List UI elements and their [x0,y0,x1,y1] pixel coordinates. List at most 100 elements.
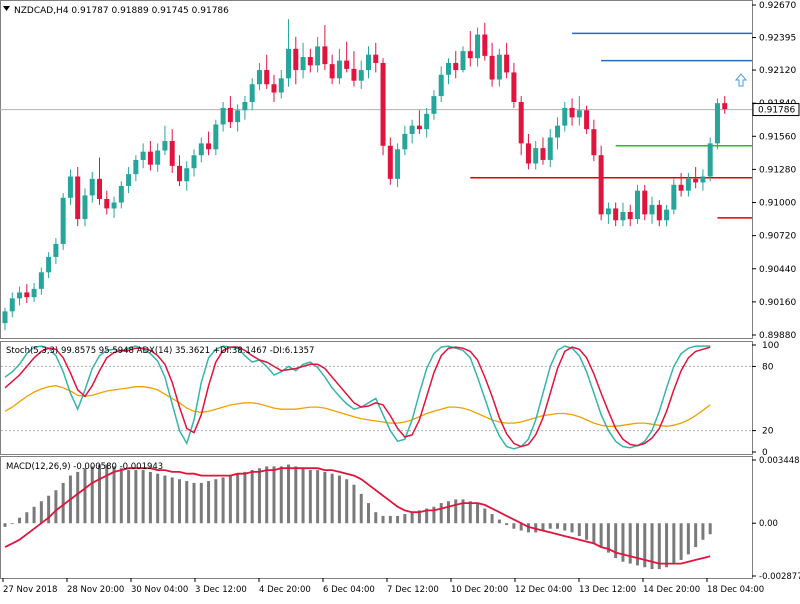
candle-64[interactable] [467,31,473,67]
candle-3[interactable] [24,284,30,304]
candle-99[interactable] [722,96,728,114]
candle-8[interactable] [60,193,66,250]
candle-62[interactable] [453,51,459,79]
candle-69[interactable] [504,42,510,79]
candle-81[interactable] [591,119,597,162]
candle-13[interactable] [97,157,103,205]
candle-77[interactable] [562,101,568,132]
candle-60[interactable] [438,66,444,102]
candle-10[interactable] [75,167,81,227]
candle-76[interactable] [555,117,561,150]
candle-36[interactable] [264,54,270,89]
collapse-triangle-icon[interactable] [3,6,10,11]
candle-66[interactable] [482,22,488,61]
candle-54[interactable] [395,143,401,188]
candle-0[interactable] [2,307,8,331]
macd-panel[interactable] [3,464,712,570]
candle-30[interactable] [220,101,226,132]
candle-19[interactable] [140,143,146,169]
candle-79[interactable] [576,96,582,126]
stoch-main-line[interactable] [4,345,711,450]
candle-34[interactable] [249,78,255,111]
candle-16[interactable] [118,181,124,209]
candle-42[interactable] [307,48,313,73]
candle-86[interactable] [627,204,633,227]
candle-17[interactable] [126,167,132,194]
stoch-panel[interactable] [1,345,752,450]
candle-27[interactable] [198,137,204,163]
candle-91[interactable] [664,204,670,227]
candle-45[interactable] [329,54,335,85]
candle-68[interactable] [496,48,502,87]
candle-2[interactable] [17,286,23,306]
candle-83[interactable] [605,202,611,224]
candle-44[interactable] [322,25,328,71]
candle-80[interactable] [584,105,590,134]
candle-71[interactable] [518,96,524,156]
candle-1[interactable] [9,292,15,318]
candle-6[interactable] [46,252,52,279]
candle-11[interactable] [82,188,88,227]
candle-12[interactable] [89,171,95,203]
candle-78[interactable] [569,98,575,126]
candle-38[interactable] [278,70,284,99]
candle-21[interactable] [155,143,161,172]
candle-65[interactable] [475,27,481,67]
candle-56[interactable] [409,119,415,144]
candle-96[interactable] [700,169,706,191]
candle-82[interactable] [598,145,604,221]
candle-63[interactable] [460,46,466,73]
candle-58[interactable] [424,107,430,138]
candle-90[interactable] [656,200,662,227]
candle-25[interactable] [184,161,190,191]
candle-52[interactable] [380,58,386,156]
candle-53[interactable] [387,137,393,185]
candle-88[interactable] [642,184,648,221]
candle-49[interactable] [358,60,364,89]
candle-73[interactable] [533,141,539,170]
candle-24[interactable] [176,155,182,186]
candle-67[interactable] [489,42,495,87]
candle-14[interactable] [104,190,110,215]
candle-61[interactable] [445,58,451,85]
candle-51[interactable] [373,42,379,73]
candle-35[interactable] [256,62,262,91]
candle-50[interactable] [366,46,371,79]
candle-72[interactable] [525,133,531,170]
candle-32[interactable] [235,104,241,132]
candle-4[interactable] [31,282,37,302]
stoch-signal-line[interactable] [4,346,711,448]
candle-94[interactable] [685,172,691,197]
candle-87[interactable] [634,184,640,224]
candle-5[interactable] [38,267,44,295]
candle-41[interactable] [300,42,306,79]
candle-43[interactable] [315,36,321,73]
candle-59[interactable] [431,90,437,120]
candle-9[interactable] [67,169,73,205]
candle-75[interactable] [547,129,553,168]
candle-89[interactable] [649,196,655,224]
candle-47[interactable] [344,41,350,73]
candle-97[interactable] [707,137,713,182]
candle-93[interactable] [678,172,684,197]
candle-7[interactable] [53,238,59,265]
candle-39[interactable] [286,19,292,87]
adx-line[interactable] [4,385,711,427]
candle-70[interactable] [511,62,517,108]
candle-18[interactable] [133,155,139,182]
price-panel[interactable] [0,19,752,331]
candle-85[interactable] [620,202,626,227]
candle-26[interactable] [191,149,197,177]
candle-84[interactable] [613,202,619,227]
candle-55[interactable] [402,125,408,156]
candle-74[interactable] [540,137,546,165]
candle-40[interactable] [293,36,299,85]
candle-31[interactable] [227,96,233,129]
candle-23[interactable] [169,129,175,173]
candle-15[interactable] [111,196,117,218]
candle-95[interactable] [693,167,699,189]
macd-signal-line[interactable] [4,467,711,565]
candle-22[interactable] [162,125,168,156]
